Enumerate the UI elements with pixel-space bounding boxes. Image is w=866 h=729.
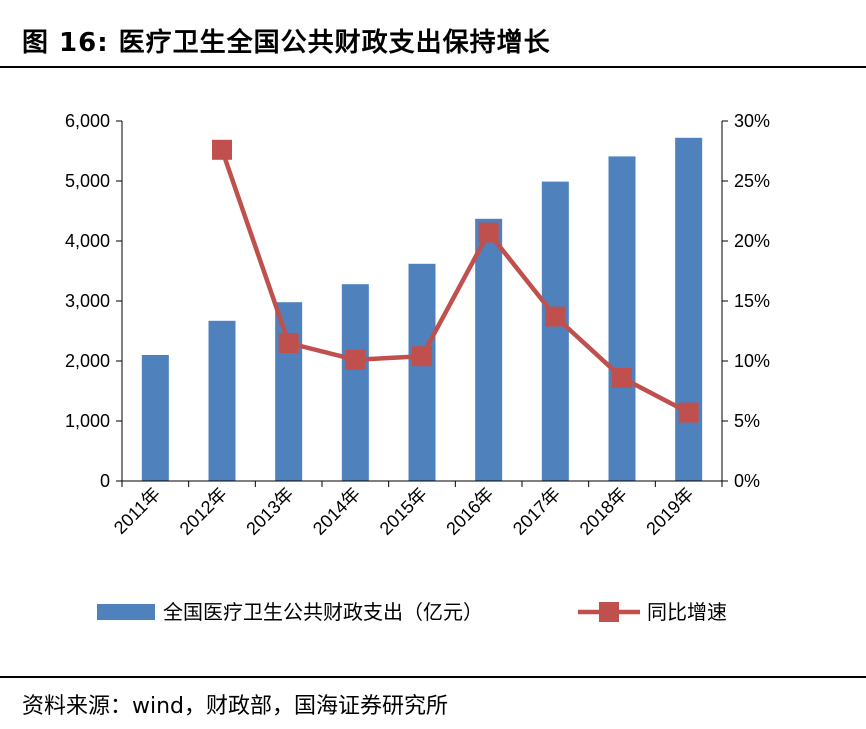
growth-marker [678,402,699,423]
bar [608,156,636,481]
x-tick-label: 2016年 [442,484,497,539]
x-tick-label: 2015年 [376,484,431,539]
y-tick-label-right: 0% [734,471,760,491]
growth-marker [612,367,632,388]
bar [475,218,503,482]
x-tick-label: 2019年 [642,484,697,539]
x-tick-label: 2013年 [242,484,297,539]
y-tick-label-right: 10% [734,351,770,371]
growth-marker [412,346,432,367]
y-tick-label-left: 2,000 [65,351,110,371]
y-tick-label-left: 6,000 [65,111,110,131]
bar [275,302,303,481]
chart: 0 1,000 2,000 3,000 4,000 5,000 6,000 0% 5% 10% 15… [65,111,770,624]
y-tick-label-left: 4,000 [65,231,110,251]
y-tick-label-left: 1,000 [65,411,110,431]
y-tick-label-left: 3,000 [65,291,110,311]
x-tick-label: 2014年 [309,484,364,539]
growth-marker [278,333,299,353]
y-tick-label-right: 5% [734,411,760,431]
legend-label-line: 同比增速 [647,600,727,624]
legend-label-bar: 全国医疗卫生公共财政支出（亿元） [163,600,483,624]
growth-marker [478,222,499,243]
legend-swatch-bar [97,604,155,620]
growth-marker [212,139,232,160]
chart-title: 图 16: 医疗卫生全国公共财政支出保持增长 [22,28,551,58]
x-tick-label: 2017年 [509,484,564,539]
bar [141,355,169,481]
title-divider [0,66,866,68]
bar [341,284,369,481]
x-tick-label: 2018年 [576,484,631,539]
growth-marker [545,306,566,327]
y-tick-label-left: 5,000 [65,171,110,191]
source-note: 资料来源：wind，财政部，国海证券研究所 [22,694,449,719]
x-tick-label: 2011年 [110,484,164,538]
y-tick-label-right: 15% [734,291,770,311]
y-tick-label-right: 30% [734,111,770,131]
y-tick-label-right: 25% [734,171,770,191]
bar [675,137,703,482]
y-tick-label-right: 20% [734,231,770,251]
bar [541,181,569,481]
growth-line [219,149,690,415]
x-tick-label: 2012年 [176,484,231,539]
bar [208,320,236,481]
y-tick-label-left: 0 [100,471,110,491]
footer-divider [0,676,866,678]
legend-marker-line [599,602,619,622]
bar [408,263,436,481]
growth-marker [345,349,366,370]
